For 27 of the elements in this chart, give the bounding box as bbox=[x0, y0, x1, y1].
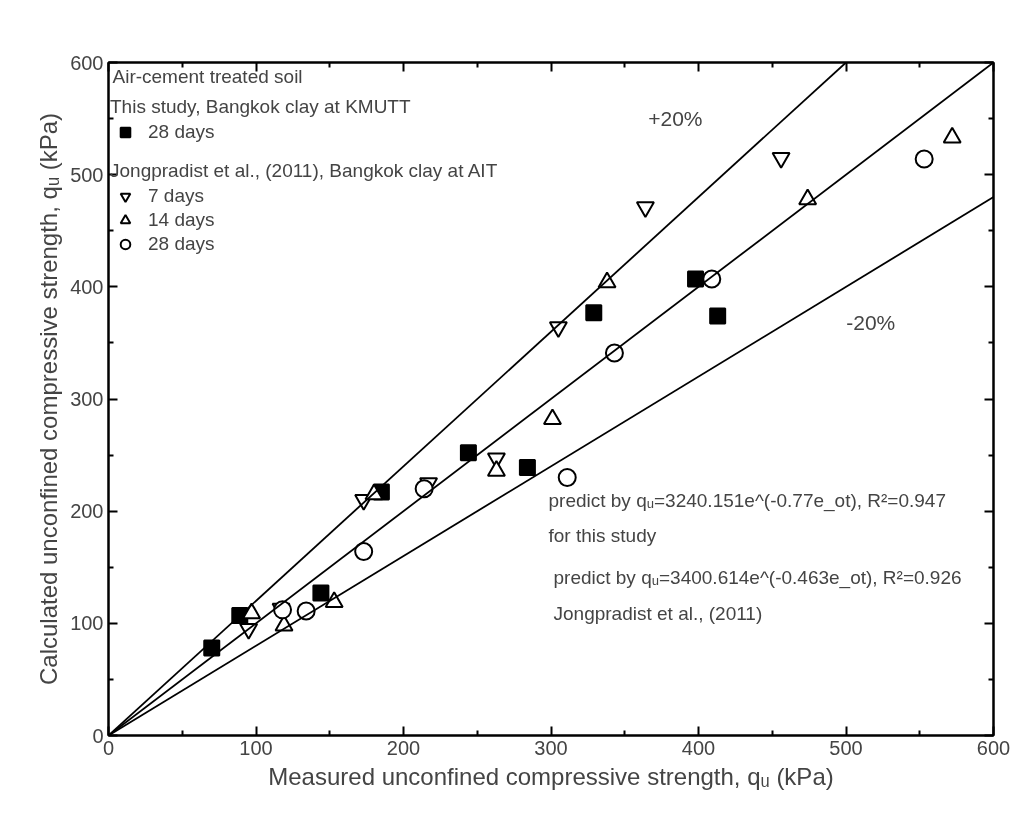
annotation: predict by qᵤ=3400.614e^(-0.463e_ot), R²=0.926 bbox=[553, 566, 962, 589]
annotation: This study, Bangkok clay at KMUTT bbox=[110, 96, 411, 118]
x-tick-label: 200 bbox=[386, 736, 421, 759]
annotation: Jongpradist et al., (2011) bbox=[553, 602, 763, 624]
y-tick-label: 500 bbox=[70, 163, 104, 186]
y-tick-label: 100 bbox=[70, 612, 104, 635]
y-tick-label: 400 bbox=[70, 275, 104, 298]
y-tick-label: 300 bbox=[70, 388, 104, 410]
legend-label: 28 days bbox=[148, 120, 215, 144]
legend-title: Air-cement treated soil bbox=[112, 65, 303, 87]
x-tick-label: 100 bbox=[239, 736, 273, 759]
annotation: Jongpradist et al., (2011), Bangkok clay at AIT bbox=[110, 160, 498, 182]
y-tick-label: 600 bbox=[70, 51, 104, 74]
y-tick-label: 200 bbox=[70, 500, 104, 523]
annotation: for this study bbox=[548, 524, 657, 546]
series-label: -20% bbox=[846, 311, 896, 335]
legend-label: 28 days bbox=[148, 232, 215, 256]
text: +20% bbox=[648, 106, 703, 130]
x-tick-label: 400 bbox=[681, 736, 716, 759]
x-tick-label: 500 bbox=[829, 736, 863, 759]
legend-label: 7 days bbox=[148, 184, 204, 208]
annotation: predict by qᵤ=3240.151e^(-0.77e_ot), R²=0.947 bbox=[548, 489, 946, 512]
x-tick-label: 300 bbox=[534, 736, 568, 759]
x-axis-title: Measured unconfined compressive strength, qᵤ (kPa) bbox=[268, 762, 834, 790]
legend-label: 14 days bbox=[148, 208, 215, 232]
y-axis-title: Calculated unconfined compressive strength, qᵤ (kPa) bbox=[35, 112, 63, 686]
x-tick-label: 600 bbox=[976, 736, 1011, 759]
